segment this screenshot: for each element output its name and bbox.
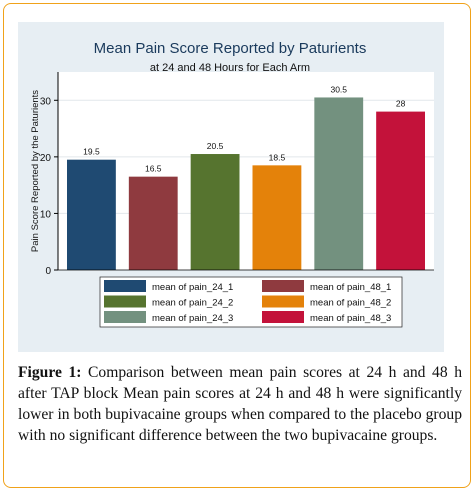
legend-entry: mean of pain_48_2 [310, 298, 391, 309]
bars [67, 97, 425, 270]
legend-swatch [262, 280, 304, 292]
legend-entry: mean of pain_24_2 [152, 298, 233, 309]
bar [67, 159, 116, 270]
bar-labels: 19.5 16.5 20.5 18.5 30.5 28 [83, 84, 405, 173]
bar [376, 111, 425, 270]
grid-lines [58, 99, 434, 214]
plot-area [58, 72, 434, 270]
legend-swatch [104, 295, 146, 308]
legend-swatch [262, 295, 304, 308]
y-tick-label: 20 [40, 153, 52, 164]
caption-text: Comparison between mean pain scores at 2… [18, 364, 463, 444]
y-tick-label: 30 [40, 96, 52, 107]
legend-entry: mean of pain_48_1 [310, 282, 391, 293]
bar-value-label: 16.5 [145, 164, 162, 174]
bar-value-label: 19.5 [83, 147, 100, 157]
chart-title: Mean Pain Score Reported by Paturients [94, 40, 367, 57]
legend-swatch [104, 311, 146, 323]
bar [128, 176, 178, 270]
bar [314, 97, 364, 270]
legend-entry: mean of pain_48_3 [310, 313, 391, 324]
y-axis-label: Pain Score Reported by the Paturients [30, 90, 41, 252]
caption-label: Figure 1: [18, 364, 82, 381]
legend-entry: mean of pain_24_3 [152, 313, 233, 324]
legend-swatch [104, 280, 146, 292]
y-tick-label: 10 [40, 209, 52, 220]
figure-caption: Figure 1: Comparison between mean pain s… [18, 362, 462, 446]
bar-value-label: 20.5 [207, 141, 224, 151]
chart-subtitle: at 24 and 48 Hours for Each Arm [150, 62, 310, 74]
bar-value-label: 30.5 [330, 84, 347, 94]
bar-value-label: 18.5 [269, 152, 286, 162]
legend-entry: mean of pain_24_1 [152, 282, 233, 293]
bar-value-label: 28 [396, 99, 406, 109]
legend-swatch [262, 311, 304, 323]
y-axis-ticks: 0 10 20 30 [40, 96, 58, 277]
bar [190, 154, 240, 270]
y-tick-label: 0 [45, 266, 51, 277]
legend-box [99, 276, 403, 328]
bar [252, 165, 302, 270]
bar-chart: Mean Pain Score Reported by Paturients a… [18, 22, 444, 352]
